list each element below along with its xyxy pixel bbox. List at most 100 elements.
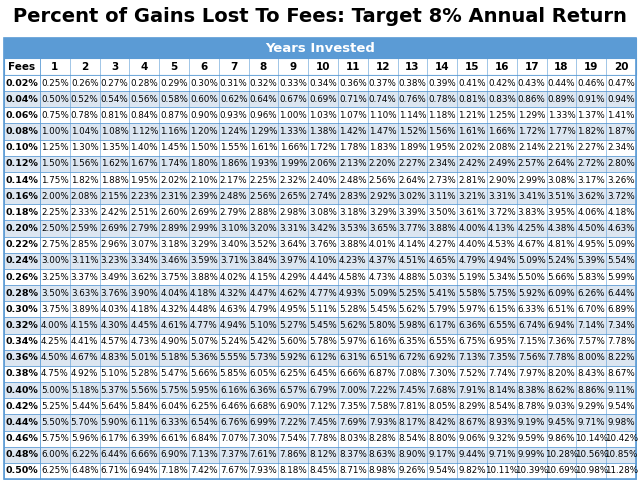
Text: 2.32%: 2.32% — [280, 175, 307, 185]
Text: 8.54%: 8.54% — [399, 434, 426, 443]
Text: Fees: Fees — [8, 61, 36, 71]
Text: 3.83%: 3.83% — [518, 208, 546, 217]
Text: 7.13%: 7.13% — [458, 353, 486, 362]
Text: 8.29%: 8.29% — [458, 402, 486, 411]
Text: 7.86%: 7.86% — [280, 450, 307, 459]
Text: 8.37%: 8.37% — [339, 450, 367, 459]
Text: 8.63%: 8.63% — [369, 450, 397, 459]
Text: 4.95%: 4.95% — [577, 240, 605, 249]
Text: 7.78%: 7.78% — [548, 353, 575, 362]
Text: Percent of Gains Lost To Fees: Target 8% Annual Return: Percent of Gains Lost To Fees: Target 8%… — [13, 8, 627, 27]
Text: 0.64%: 0.64% — [250, 95, 277, 104]
Text: 0.30%: 0.30% — [190, 79, 218, 87]
Text: 4.25%: 4.25% — [41, 337, 68, 346]
Text: 5.09%: 5.09% — [607, 240, 635, 249]
Text: 5.75%: 5.75% — [488, 289, 516, 298]
Text: 9.26%: 9.26% — [399, 467, 426, 475]
Text: 8.43%: 8.43% — [577, 369, 605, 379]
Text: 0.29%: 0.29% — [160, 79, 188, 87]
Text: 6.16%: 6.16% — [369, 337, 396, 346]
Text: 0.69%: 0.69% — [309, 95, 337, 104]
Text: 5.73%: 5.73% — [250, 353, 277, 362]
Text: 0.94%: 0.94% — [607, 95, 635, 104]
Text: 7.45%: 7.45% — [399, 385, 426, 395]
Text: 0.20%: 0.20% — [6, 224, 38, 233]
Bar — [4, 430, 636, 447]
Text: 1.08%: 1.08% — [100, 127, 129, 136]
Text: 1.37%: 1.37% — [577, 111, 605, 120]
Text: 4.10%: 4.10% — [309, 256, 337, 265]
Text: 2.10%: 2.10% — [190, 175, 218, 185]
Text: 5.64%: 5.64% — [100, 402, 128, 411]
Text: 0.34%: 0.34% — [309, 79, 337, 87]
Text: 4.45%: 4.45% — [131, 321, 158, 330]
Text: 0.34%: 0.34% — [6, 337, 38, 346]
Text: 8.45%: 8.45% — [309, 467, 337, 475]
Text: 8.28%: 8.28% — [369, 434, 397, 443]
Text: 3.61%: 3.61% — [458, 208, 486, 217]
Text: 0.81%: 0.81% — [100, 111, 129, 120]
Text: 0.58%: 0.58% — [160, 95, 188, 104]
Text: 3.11%: 3.11% — [71, 256, 99, 265]
Text: 5.36%: 5.36% — [190, 353, 218, 362]
Text: 0.46%: 0.46% — [577, 79, 605, 87]
Text: 9.44%: 9.44% — [458, 450, 486, 459]
Text: 4.48%: 4.48% — [190, 305, 218, 314]
Text: 2.98%: 2.98% — [280, 208, 307, 217]
Text: 3.90%: 3.90% — [131, 289, 158, 298]
Text: 6.95%: 6.95% — [488, 337, 516, 346]
Text: 1.95%: 1.95% — [131, 175, 158, 185]
Text: 7.93%: 7.93% — [250, 467, 277, 475]
Text: 4.02%: 4.02% — [220, 272, 248, 282]
Text: 0.14%: 0.14% — [6, 175, 38, 185]
Text: 4.92%: 4.92% — [71, 369, 99, 379]
Text: 8.12%: 8.12% — [309, 450, 337, 459]
Text: 0.04%: 0.04% — [6, 95, 38, 104]
Text: 2.34%: 2.34% — [607, 143, 635, 152]
Text: 6.57%: 6.57% — [280, 385, 307, 395]
Text: 18: 18 — [554, 61, 569, 71]
Text: 2.27%: 2.27% — [577, 143, 605, 152]
Text: 4.57%: 4.57% — [100, 337, 129, 346]
Text: 4.73%: 4.73% — [369, 272, 397, 282]
Text: 2.51%: 2.51% — [131, 208, 158, 217]
Text: 0.50%: 0.50% — [6, 467, 38, 475]
Text: 9.29%: 9.29% — [577, 402, 605, 411]
Text: 0.36%: 0.36% — [339, 79, 367, 87]
Text: 1.29%: 1.29% — [250, 127, 277, 136]
Text: 1.38%: 1.38% — [309, 127, 337, 136]
Text: 2.31%: 2.31% — [160, 192, 188, 201]
Text: 4.14%: 4.14% — [399, 240, 426, 249]
Text: 1.74%: 1.74% — [160, 159, 188, 169]
Text: 1.61%: 1.61% — [250, 143, 277, 152]
Bar — [4, 172, 636, 188]
Text: 5.90%: 5.90% — [100, 418, 129, 427]
Text: 3.11%: 3.11% — [429, 192, 456, 201]
Bar — [4, 301, 636, 317]
Text: 2.42%: 2.42% — [100, 208, 128, 217]
Text: 3.21%: 3.21% — [458, 192, 486, 201]
Text: 4.75%: 4.75% — [41, 369, 68, 379]
Text: 1.20%: 1.20% — [190, 127, 218, 136]
Text: 6.79%: 6.79% — [309, 385, 337, 395]
Text: 2.48%: 2.48% — [220, 192, 248, 201]
Text: 4.30%: 4.30% — [100, 321, 129, 330]
Text: 5.24%: 5.24% — [220, 337, 248, 346]
Text: 6.35%: 6.35% — [399, 337, 426, 346]
Text: 5.28%: 5.28% — [339, 305, 367, 314]
Text: 0.71%: 0.71% — [339, 95, 367, 104]
Text: 13: 13 — [405, 61, 420, 71]
Text: 4.18%: 4.18% — [607, 208, 635, 217]
Bar — [4, 140, 636, 156]
Text: 3.10%: 3.10% — [220, 224, 248, 233]
Text: 10.56%: 10.56% — [575, 450, 608, 459]
Text: 9.17%: 9.17% — [429, 450, 456, 459]
Text: 2.56%: 2.56% — [250, 192, 277, 201]
Text: 2.08%: 2.08% — [71, 192, 99, 201]
Text: 6.99%: 6.99% — [250, 418, 277, 427]
Text: 0.43%: 0.43% — [518, 79, 545, 87]
Text: 10: 10 — [316, 61, 330, 71]
Text: 8.18%: 8.18% — [280, 467, 307, 475]
Text: 3.77%: 3.77% — [399, 224, 426, 233]
Text: 6.11%: 6.11% — [131, 418, 158, 427]
